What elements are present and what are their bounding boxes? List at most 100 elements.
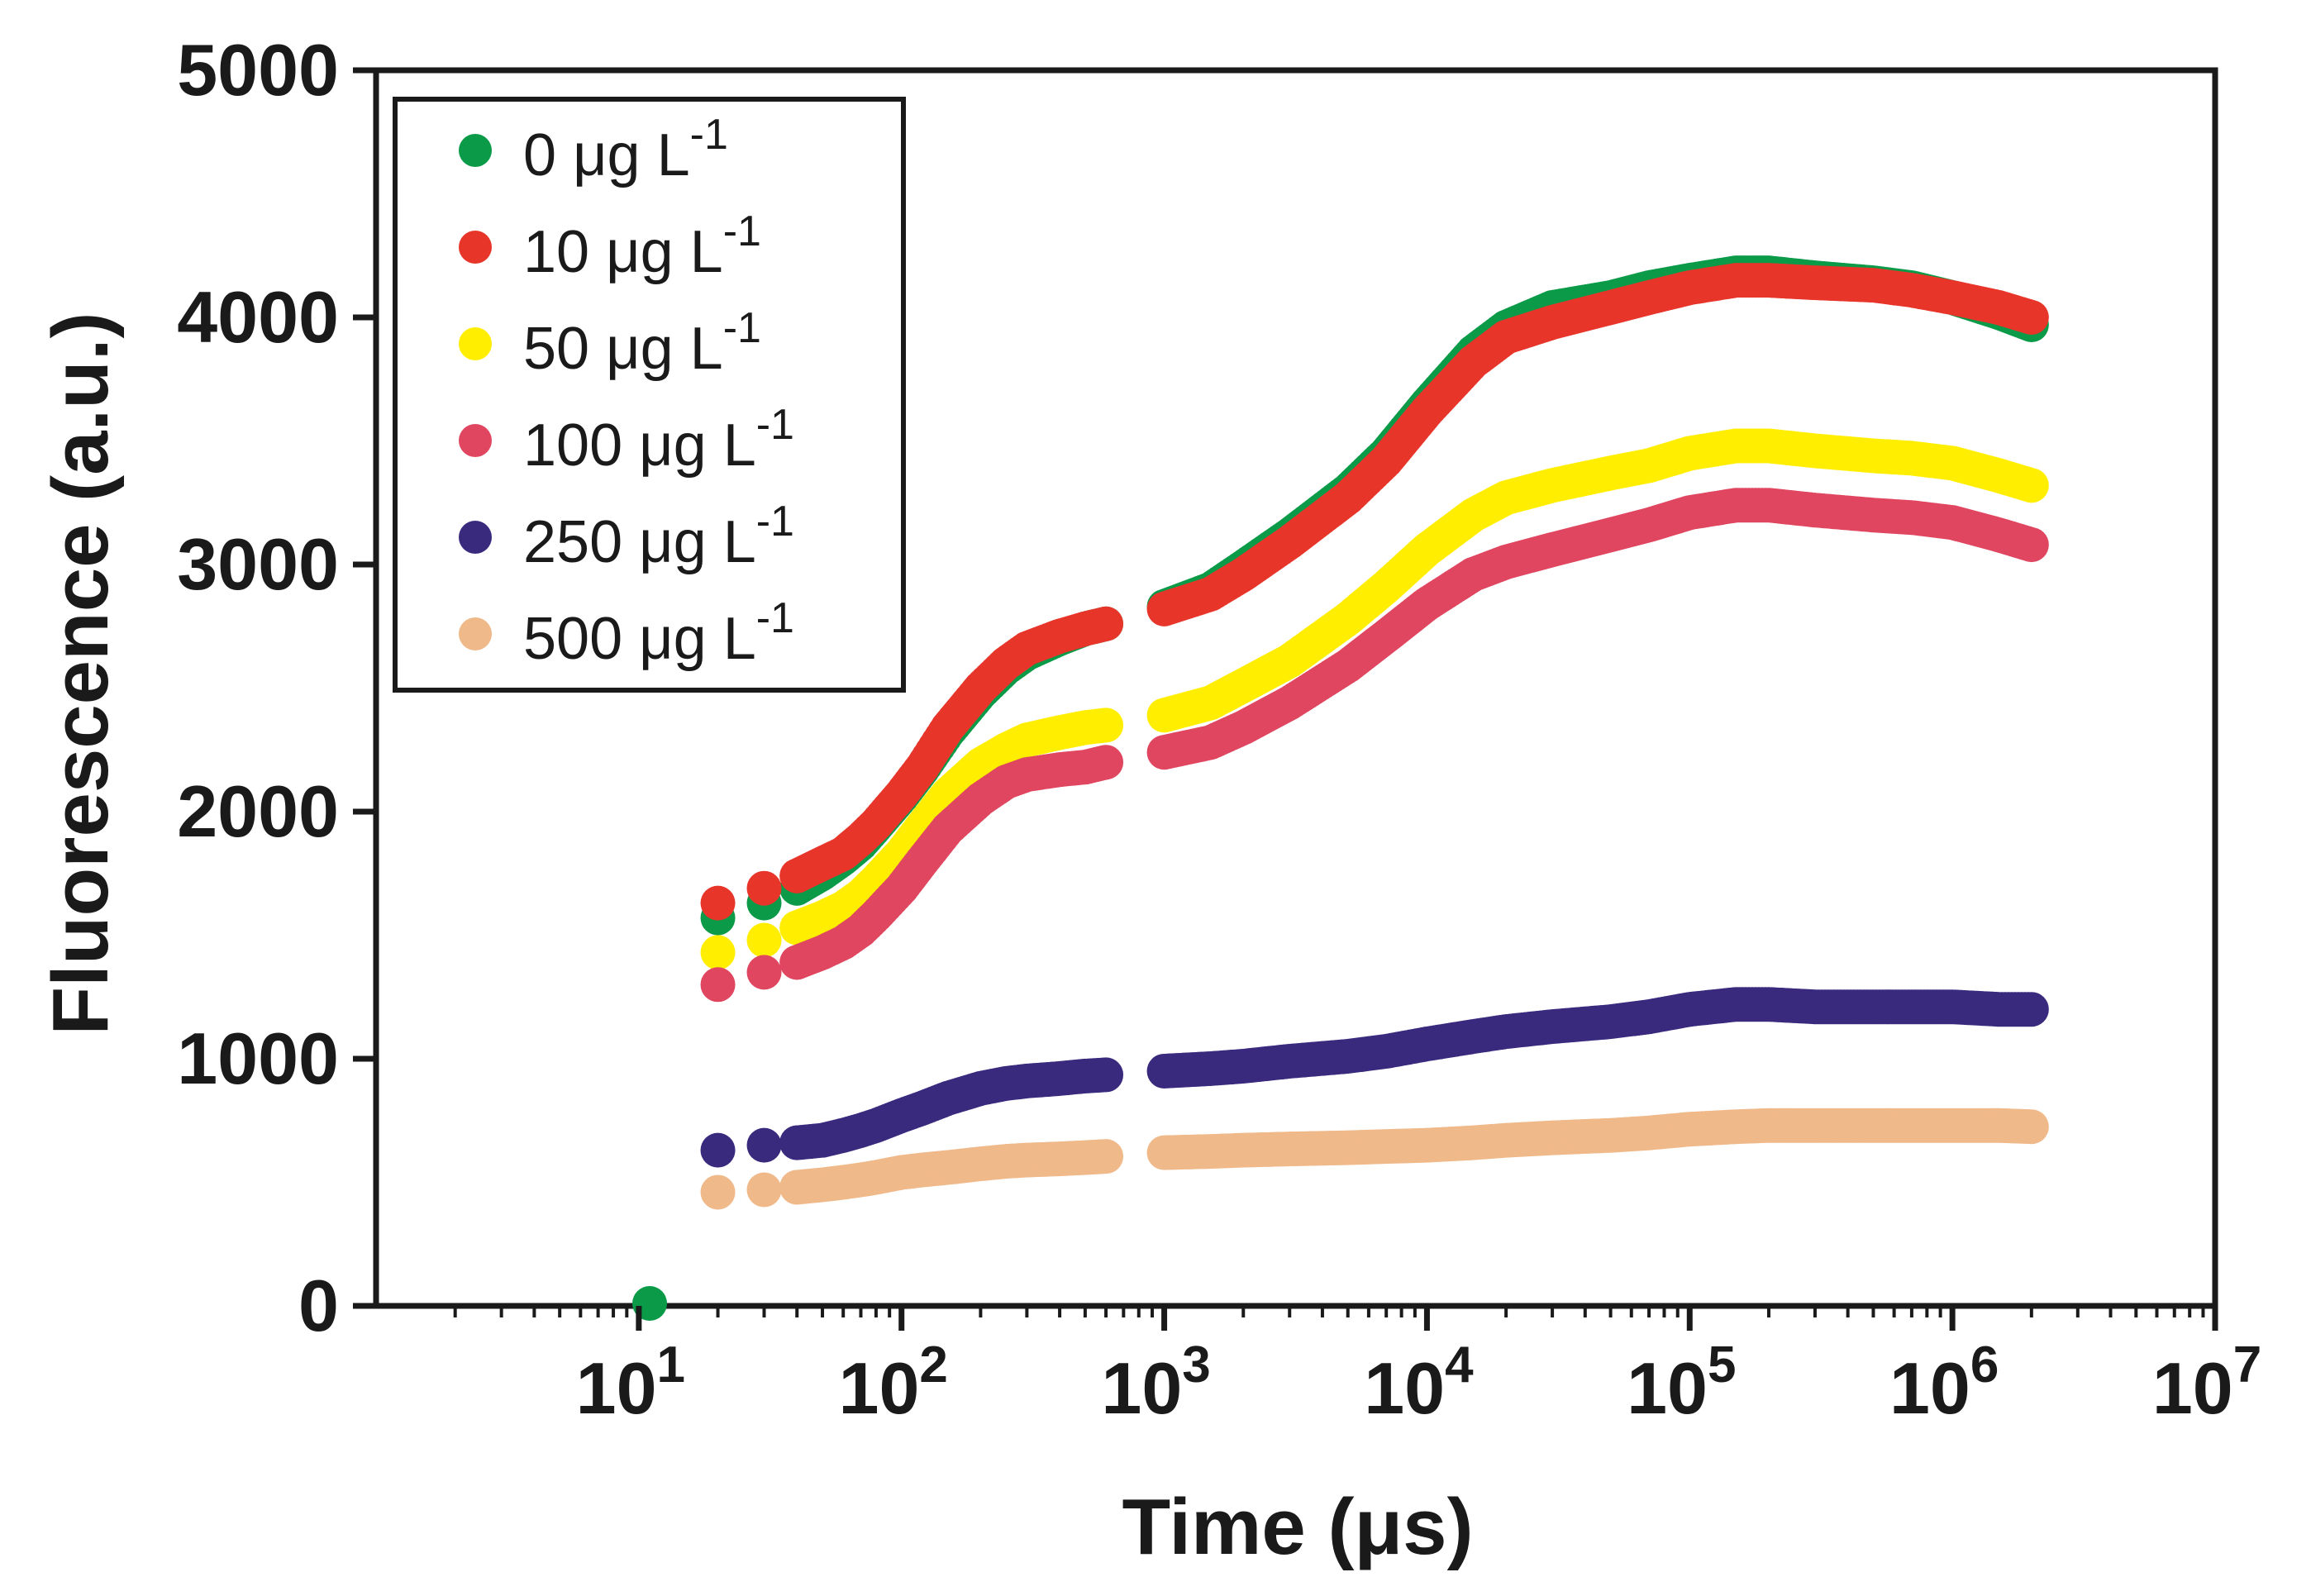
legend-unit: μg L [606, 316, 723, 382]
data-point [700, 885, 736, 921]
series-100 [700, 488, 2049, 1003]
legend-value: 0 [523, 122, 556, 188]
x-tick-exponent: 5 [1708, 1336, 1736, 1394]
legend-space [589, 219, 606, 285]
data-point [700, 935, 736, 970]
legend-box [393, 97, 906, 693]
data-point [746, 1172, 782, 1208]
y-tick-label: 4000 [177, 276, 339, 358]
x-tick-base: 10 [1627, 1347, 1708, 1429]
legend-value: 250 [523, 509, 622, 575]
legend-label: 500 μg L-1 [523, 594, 794, 672]
legend-marker [459, 424, 492, 457]
legend-marker [459, 231, 492, 264]
x-tick-base: 10 [1889, 1347, 1970, 1429]
data-point [1089, 707, 1124, 743]
data-point [1089, 606, 1124, 641]
legend-unit: μg L [606, 219, 723, 285]
legend-space [622, 412, 639, 479]
data-point [746, 1127, 782, 1163]
data-point [746, 870, 782, 906]
x-axis-title: Time (μs) [1122, 1483, 1473, 1571]
data-point [700, 1174, 736, 1210]
legend-label: 0 μg L-1 [523, 111, 728, 188]
data-point [2013, 300, 2049, 335]
x-tick-label: 101 [576, 1336, 685, 1429]
data-point [700, 1132, 736, 1168]
data-layer [632, 255, 2049, 1322]
axes-frame [373, 67, 2218, 1309]
y-tick-label: 3000 [177, 523, 339, 605]
legend-label: 10 μg L-1 [523, 207, 761, 285]
legend-marker [459, 327, 492, 360]
x-tick-base: 10 [2152, 1347, 2233, 1429]
legend-exponent: -1 [756, 594, 794, 642]
legend-exponent: -1 [756, 401, 794, 449]
x-tick-base: 10 [839, 1347, 920, 1429]
x-tick-exponent: 6 [1970, 1336, 1999, 1394]
series-50 [700, 428, 2049, 970]
y-axis-title: Fluorescence (a.u.) [36, 312, 125, 1036]
y-tick-label: 0 [298, 1265, 339, 1346]
legend-exponent: -1 [723, 207, 761, 255]
legend-exponent: -1 [723, 304, 761, 352]
legend-unit: μg L [639, 412, 756, 479]
data-point [1089, 1139, 1124, 1174]
legend-unit: μg L [573, 122, 690, 188]
series-500 [700, 1108, 2049, 1210]
legend-label: 100 μg L-1 [523, 401, 794, 479]
legend-label: 250 μg L-1 [523, 498, 794, 575]
legend-space [556, 122, 573, 188]
data-point [2013, 992, 2049, 1027]
x-axis-title-suffix: ) [1447, 1483, 1474, 1571]
y-tick-label: 5000 [177, 29, 339, 111]
x-tick-exponent: 4 [1445, 1336, 1474, 1394]
legend-unit: μg L [639, 509, 756, 575]
legend-label: 50 μg L-1 [523, 304, 761, 382]
x-tick-base: 10 [576, 1347, 657, 1429]
data-point [2013, 468, 2049, 503]
legend-value: 500 [523, 606, 622, 672]
data-point [1089, 1057, 1124, 1093]
plot-frame [373, 67, 2218, 1309]
legend-value: 100 [523, 412, 622, 479]
x-tick-exponent: 7 [2233, 1336, 2261, 1394]
x-tick-label: 105 [1627, 1336, 1736, 1429]
legend-value: 50 [523, 316, 589, 382]
legend-marker [459, 134, 492, 167]
x-axis-title-unit: μs [1354, 1483, 1446, 1571]
legend-marker [459, 617, 492, 650]
data-point [2013, 1109, 2049, 1145]
x-tick-label: 103 [1101, 1336, 1210, 1429]
legend-space [622, 509, 639, 575]
legend-marker [459, 521, 492, 554]
data-point [746, 922, 782, 958]
x-tick-label: 107 [2152, 1336, 2261, 1429]
x-tick-label: 102 [839, 1336, 948, 1429]
data-point [2013, 527, 2049, 563]
x-tick-exponent: 2 [919, 1336, 947, 1394]
x-tick-base: 10 [1101, 1347, 1182, 1429]
y-tick-label: 2000 [177, 770, 339, 852]
x-tick-label: 104 [1364, 1336, 1474, 1429]
y-tick-label: 1000 [177, 1017, 339, 1099]
series-250 [700, 987, 2049, 1168]
x-tick-label: 106 [1889, 1336, 1999, 1429]
x-tick-base: 10 [1364, 1347, 1445, 1429]
legend-space [622, 606, 639, 672]
data-point [700, 967, 736, 1003]
x-tick-exponent: 3 [1182, 1336, 1210, 1394]
data-point [746, 955, 782, 990]
legend-unit: μg L [639, 606, 756, 672]
legend-exponent: -1 [756, 498, 794, 545]
x-axis-title-prefix: Time ( [1122, 1483, 1354, 1571]
legend-space [589, 316, 606, 382]
legend-exponent: -1 [690, 111, 728, 159]
data-point [1089, 745, 1124, 780]
legend-value: 10 [523, 219, 589, 285]
x-tick-exponent: 1 [657, 1336, 685, 1394]
